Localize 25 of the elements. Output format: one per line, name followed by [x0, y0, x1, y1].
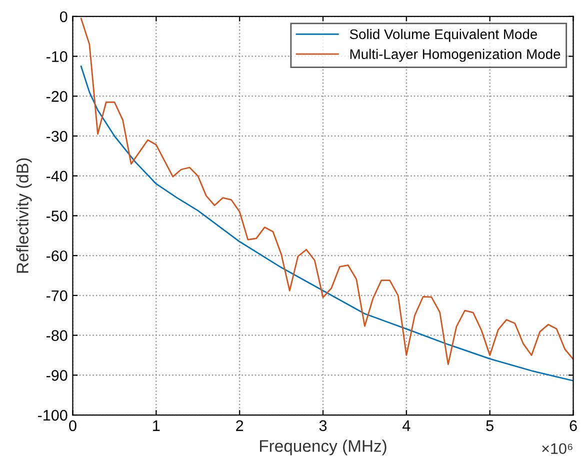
y-tick-label: -10: [46, 51, 68, 62]
y-axis-title: Reflectivity (dB): [16, 158, 32, 273]
line-series: [80, 66, 574, 382]
x-tick-label: 1: [153, 420, 160, 431]
x-tick-label: 5: [486, 420, 494, 432]
y-tick-label: -90: [46, 370, 68, 381]
x-tick-label: 2: [236, 420, 244, 431]
line-series: [80, 18, 574, 366]
x-tick-label: 4: [402, 420, 410, 431]
y-tick-label: -70: [46, 290, 68, 302]
x-tick-label: 6: [570, 420, 577, 432]
y-tick-label: 0: [60, 11, 68, 22]
y-tick-label: -30: [46, 130, 68, 142]
legend-label: Multi-Layer Homogenization Mode: [350, 48, 560, 62]
y-tick-label: -40: [46, 170, 68, 182]
text: ×10⁶: [542, 443, 572, 454]
y-tick-label: -80: [46, 330, 68, 341]
y-tick-label: -50: [46, 210, 68, 222]
y-tick-label: -100: [38, 410, 68, 421]
x-tick-label: 0: [69, 420, 76, 432]
y-tick-label: -60: [46, 250, 68, 262]
legend-label: Solid Volume Equivalent Mode: [350, 28, 538, 42]
y-tick-label: -20: [46, 91, 68, 102]
x-axis-title: Frequency (MHz): [260, 440, 386, 456]
x-tick-label: 3: [319, 420, 327, 432]
